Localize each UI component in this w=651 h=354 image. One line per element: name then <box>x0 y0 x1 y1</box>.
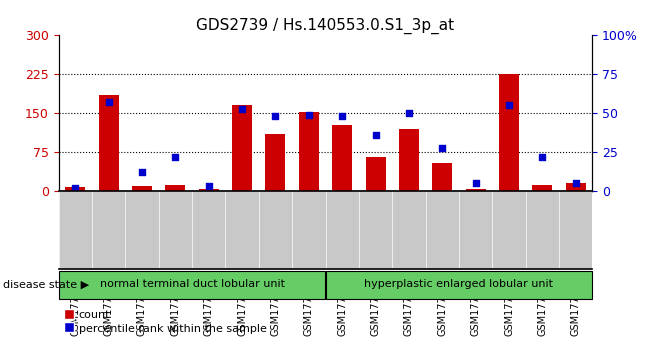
Bar <box>465 189 486 191</box>
FancyBboxPatch shape <box>59 270 325 299</box>
Point <box>137 170 147 175</box>
Point <box>570 181 581 186</box>
Legend: count, percentile rank within the sample: count, percentile rank within the sample <box>64 310 266 333</box>
Bar <box>232 105 252 191</box>
Text: normal terminal duct lobular unit: normal terminal duct lobular unit <box>100 279 284 289</box>
Point <box>504 103 514 108</box>
Bar <box>65 187 85 191</box>
Bar <box>165 185 186 191</box>
Bar <box>432 162 452 191</box>
Text: hyperplastic enlarged lobular unit: hyperplastic enlarged lobular unit <box>365 279 553 289</box>
Bar <box>533 185 552 191</box>
Bar <box>99 95 118 191</box>
Point <box>70 185 81 191</box>
Text: disease state ▶: disease state ▶ <box>3 280 89 290</box>
Point <box>237 106 247 112</box>
Bar <box>399 129 419 191</box>
Point <box>270 114 281 119</box>
Point <box>370 132 381 138</box>
Bar <box>132 186 152 191</box>
Bar <box>365 158 385 191</box>
Point <box>471 181 481 186</box>
Bar <box>299 112 319 191</box>
Bar <box>266 134 285 191</box>
Point <box>170 154 180 160</box>
Point <box>104 99 114 105</box>
FancyBboxPatch shape <box>326 270 592 299</box>
Point <box>204 184 214 189</box>
Title: GDS2739 / Hs.140553.0.S1_3p_at: GDS2739 / Hs.140553.0.S1_3p_at <box>197 18 454 34</box>
Bar <box>199 189 219 191</box>
Bar <box>499 74 519 191</box>
Point <box>437 145 447 150</box>
Point <box>337 114 348 119</box>
Bar <box>566 183 586 191</box>
Point <box>404 110 414 116</box>
Point <box>537 154 547 160</box>
Bar <box>332 125 352 191</box>
Point <box>303 112 314 118</box>
